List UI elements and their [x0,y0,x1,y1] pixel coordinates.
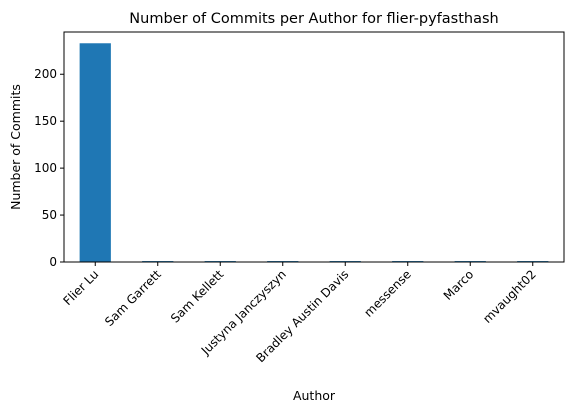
y-tick-label: 200 [34,67,57,81]
chart-title: Number of Commits per Author for flier-p… [129,11,498,27]
y-tick-label: 0 [49,255,57,269]
x-tick-label: Marco [441,267,477,303]
y-tick-label: 150 [34,114,57,128]
bar-flier-lu [79,43,111,262]
x-axis-label: Author [293,388,336,403]
y-tick-label: 50 [42,208,57,222]
y-tick-label: 100 [34,161,57,175]
x-tick-label: Sam Garrett [102,267,164,329]
x-tick-label: mvaught02 [480,267,539,326]
x-tick-label: Sam Kellett [168,267,227,326]
bars-group [79,43,549,262]
plot-frame [63,31,565,263]
x-tick-label: Flier Lu [61,267,102,308]
x-tick-label: messense [361,267,413,319]
y-axis: 0 50 100 150 200 [34,67,64,269]
y-axis-label: Number of Commits [8,84,23,210]
